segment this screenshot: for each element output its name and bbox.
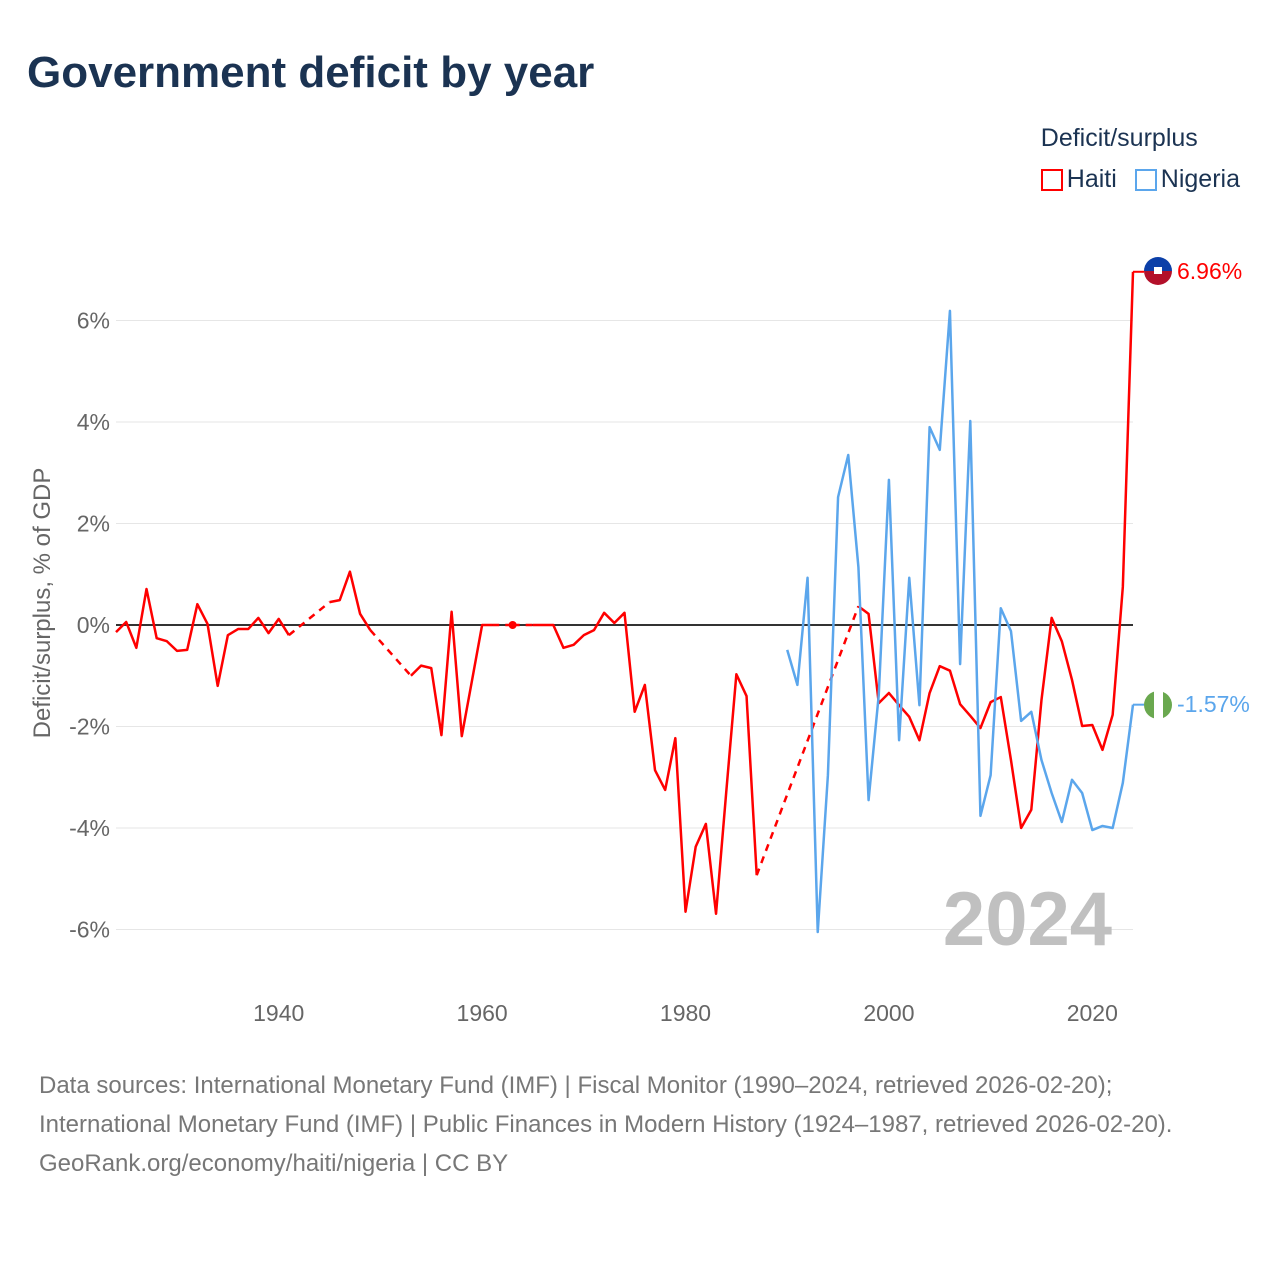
footer: Data sources: International Monetary Fun… (39, 1066, 1239, 1183)
legend-swatch-nigeria (1134, 168, 1157, 191)
chart-title: Government deficit by year (27, 48, 595, 97)
y-tick-label: 0% (77, 612, 110, 638)
y-tick-label: -6% (69, 917, 110, 943)
legend-item-nigeria[interactable]: Nigeria (1134, 165, 1240, 194)
legend-swatch-haiti (1040, 168, 1063, 191)
y-tick-label: 4% (77, 409, 110, 435)
legend-label: Haiti (1066, 165, 1117, 193)
y-axis-label: Deficit/surplus, % of GDP (29, 468, 56, 739)
y-tick-label: 2% (77, 511, 110, 537)
nigeria-flag-icon (1144, 691, 1172, 719)
x-tick-label: 2000 (863, 1000, 914, 1026)
legend-item-haiti[interactable]: Haiti (1040, 165, 1117, 194)
x-tick-label: 2020 (1067, 1000, 1118, 1026)
series-line-haiti (410, 610, 493, 738)
axis-ticks: -6% -4% -2% 0% 2% 4% 6% 1940 1960 1980 2000 2020 (69, 308, 1118, 1027)
gap-line-haiti (755, 605, 860, 876)
credit-link[interactable]: GeoRank.org/economy/haiti/nigeria | CC B… (39, 1150, 509, 1177)
gap-line-haiti (369, 629, 412, 677)
y-tick-label: -2% (69, 714, 110, 740)
legend: Deficit/surplus Haiti Nigeria (1040, 124, 1240, 194)
series-lines (115, 270, 1144, 934)
year-watermark: 2024 (943, 877, 1112, 962)
haiti-end-label: 6.96% (1177, 258, 1242, 284)
series-line-haiti (532, 611, 758, 916)
series-line-haiti (857, 271, 1135, 830)
gap-line-haiti (288, 601, 331, 637)
y-tick-label: 6% (77, 308, 110, 334)
x-tick-label: 1940 (253, 1000, 304, 1026)
data-sources: Data sources: International Monetary Fun… (39, 1072, 1173, 1138)
x-tick-label: 1980 (660, 1000, 711, 1026)
legend-label: Nigeria (1160, 165, 1240, 193)
grid (116, 320, 1133, 930)
legend-title: Deficit/surplus (1040, 124, 1198, 152)
x-tick-label: 1960 (457, 1000, 508, 1026)
line-chart: -6% -4% -2% 0% 2% 4% 6% 1940 1960 1980 2000 2020 De… (29, 257, 1250, 1027)
series-line-haiti (115, 587, 290, 688)
nigeria-end-label: -1.57% (1177, 691, 1250, 717)
y-tick-label: -4% (69, 815, 110, 841)
haiti-flag-icon (1144, 257, 1172, 285)
series-line-haiti (329, 570, 372, 631)
series-line-nigeria (786, 309, 1135, 934)
